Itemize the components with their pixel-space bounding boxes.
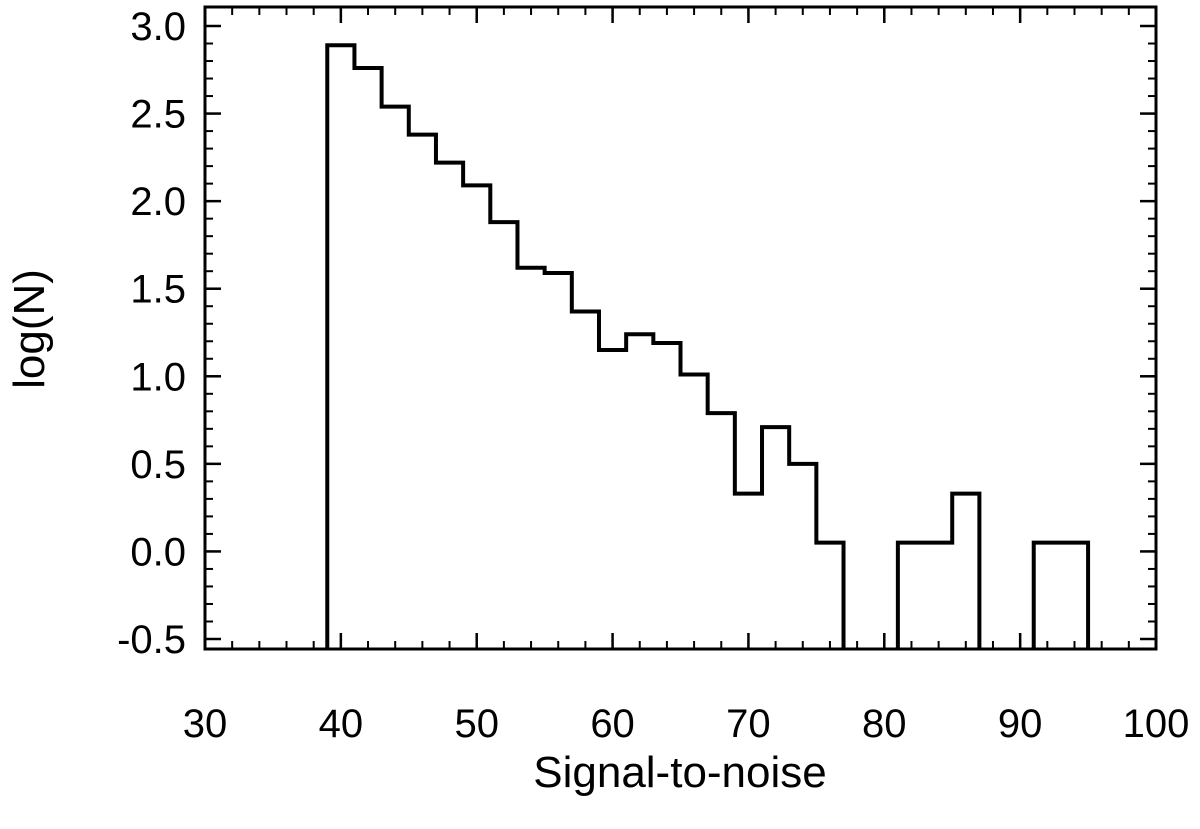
histogram-bin: [789, 464, 816, 649]
y-tick-label: 1.0: [130, 355, 186, 399]
histogram-bin: [327, 45, 354, 649]
y-tick-label: 0.5: [130, 443, 186, 487]
histogram-bin: [545, 273, 572, 649]
histogram-bin: [354, 68, 381, 649]
histogram-bin: [599, 350, 626, 649]
x-tick-label: 30: [183, 702, 228, 746]
histogram-bin: [1034, 543, 1061, 649]
plot-frame: [203, 5, 1158, 651]
x-tick-label: 90: [998, 702, 1043, 746]
x-tick-label: 100: [1123, 702, 1190, 746]
y-tick-label: 2.5: [130, 93, 186, 137]
histogram-bin: [1061, 543, 1088, 649]
histogram-bin: [572, 311, 599, 649]
y-tick-label: 0.0: [130, 530, 186, 574]
y-tick-label: 2.0: [130, 180, 186, 224]
y-tick-label: 3.0: [130, 5, 186, 49]
histogram-bin: [436, 163, 463, 649]
x-tick-label: 80: [862, 702, 907, 746]
y-tick-label: 1.5: [130, 268, 186, 312]
x-tick-label: 70: [726, 702, 771, 746]
histogram-bin: [409, 135, 436, 649]
x-tick-label: 60: [590, 702, 635, 746]
x-tick-labels: 30 40 50 60 70 80 90 100: [183, 702, 1190, 746]
histogram-bin: [626, 334, 653, 649]
histogram-bin: [653, 343, 680, 649]
y-axis-label: log(N): [5, 269, 54, 389]
histogram-bin: [490, 222, 517, 649]
histogram-bin: [898, 543, 925, 649]
histogram-bin: [708, 413, 735, 649]
histogram-bin: [816, 543, 843, 649]
histogram-bin: [463, 185, 490, 649]
histogram-bin: [762, 427, 789, 649]
histogram-bin: [382, 107, 409, 649]
histogram-bin: [517, 268, 544, 649]
y-tick-label: -0.5: [117, 618, 186, 662]
histogram-bin: [952, 494, 979, 649]
x-axis-label: Signal-to-noise: [533, 748, 827, 797]
histogram-bin: [681, 375, 708, 649]
x-tick-label: 50: [454, 702, 499, 746]
x-tick-label: 40: [319, 702, 364, 746]
y-tick-labels: -0.5 0.0 0.5 1.0 1.5 2.0 2.5 3.0: [117, 5, 186, 662]
histogram-bin: [735, 494, 762, 649]
histogram-step-line: [325, 43, 1091, 649]
histogram-bin: [925, 543, 952, 649]
